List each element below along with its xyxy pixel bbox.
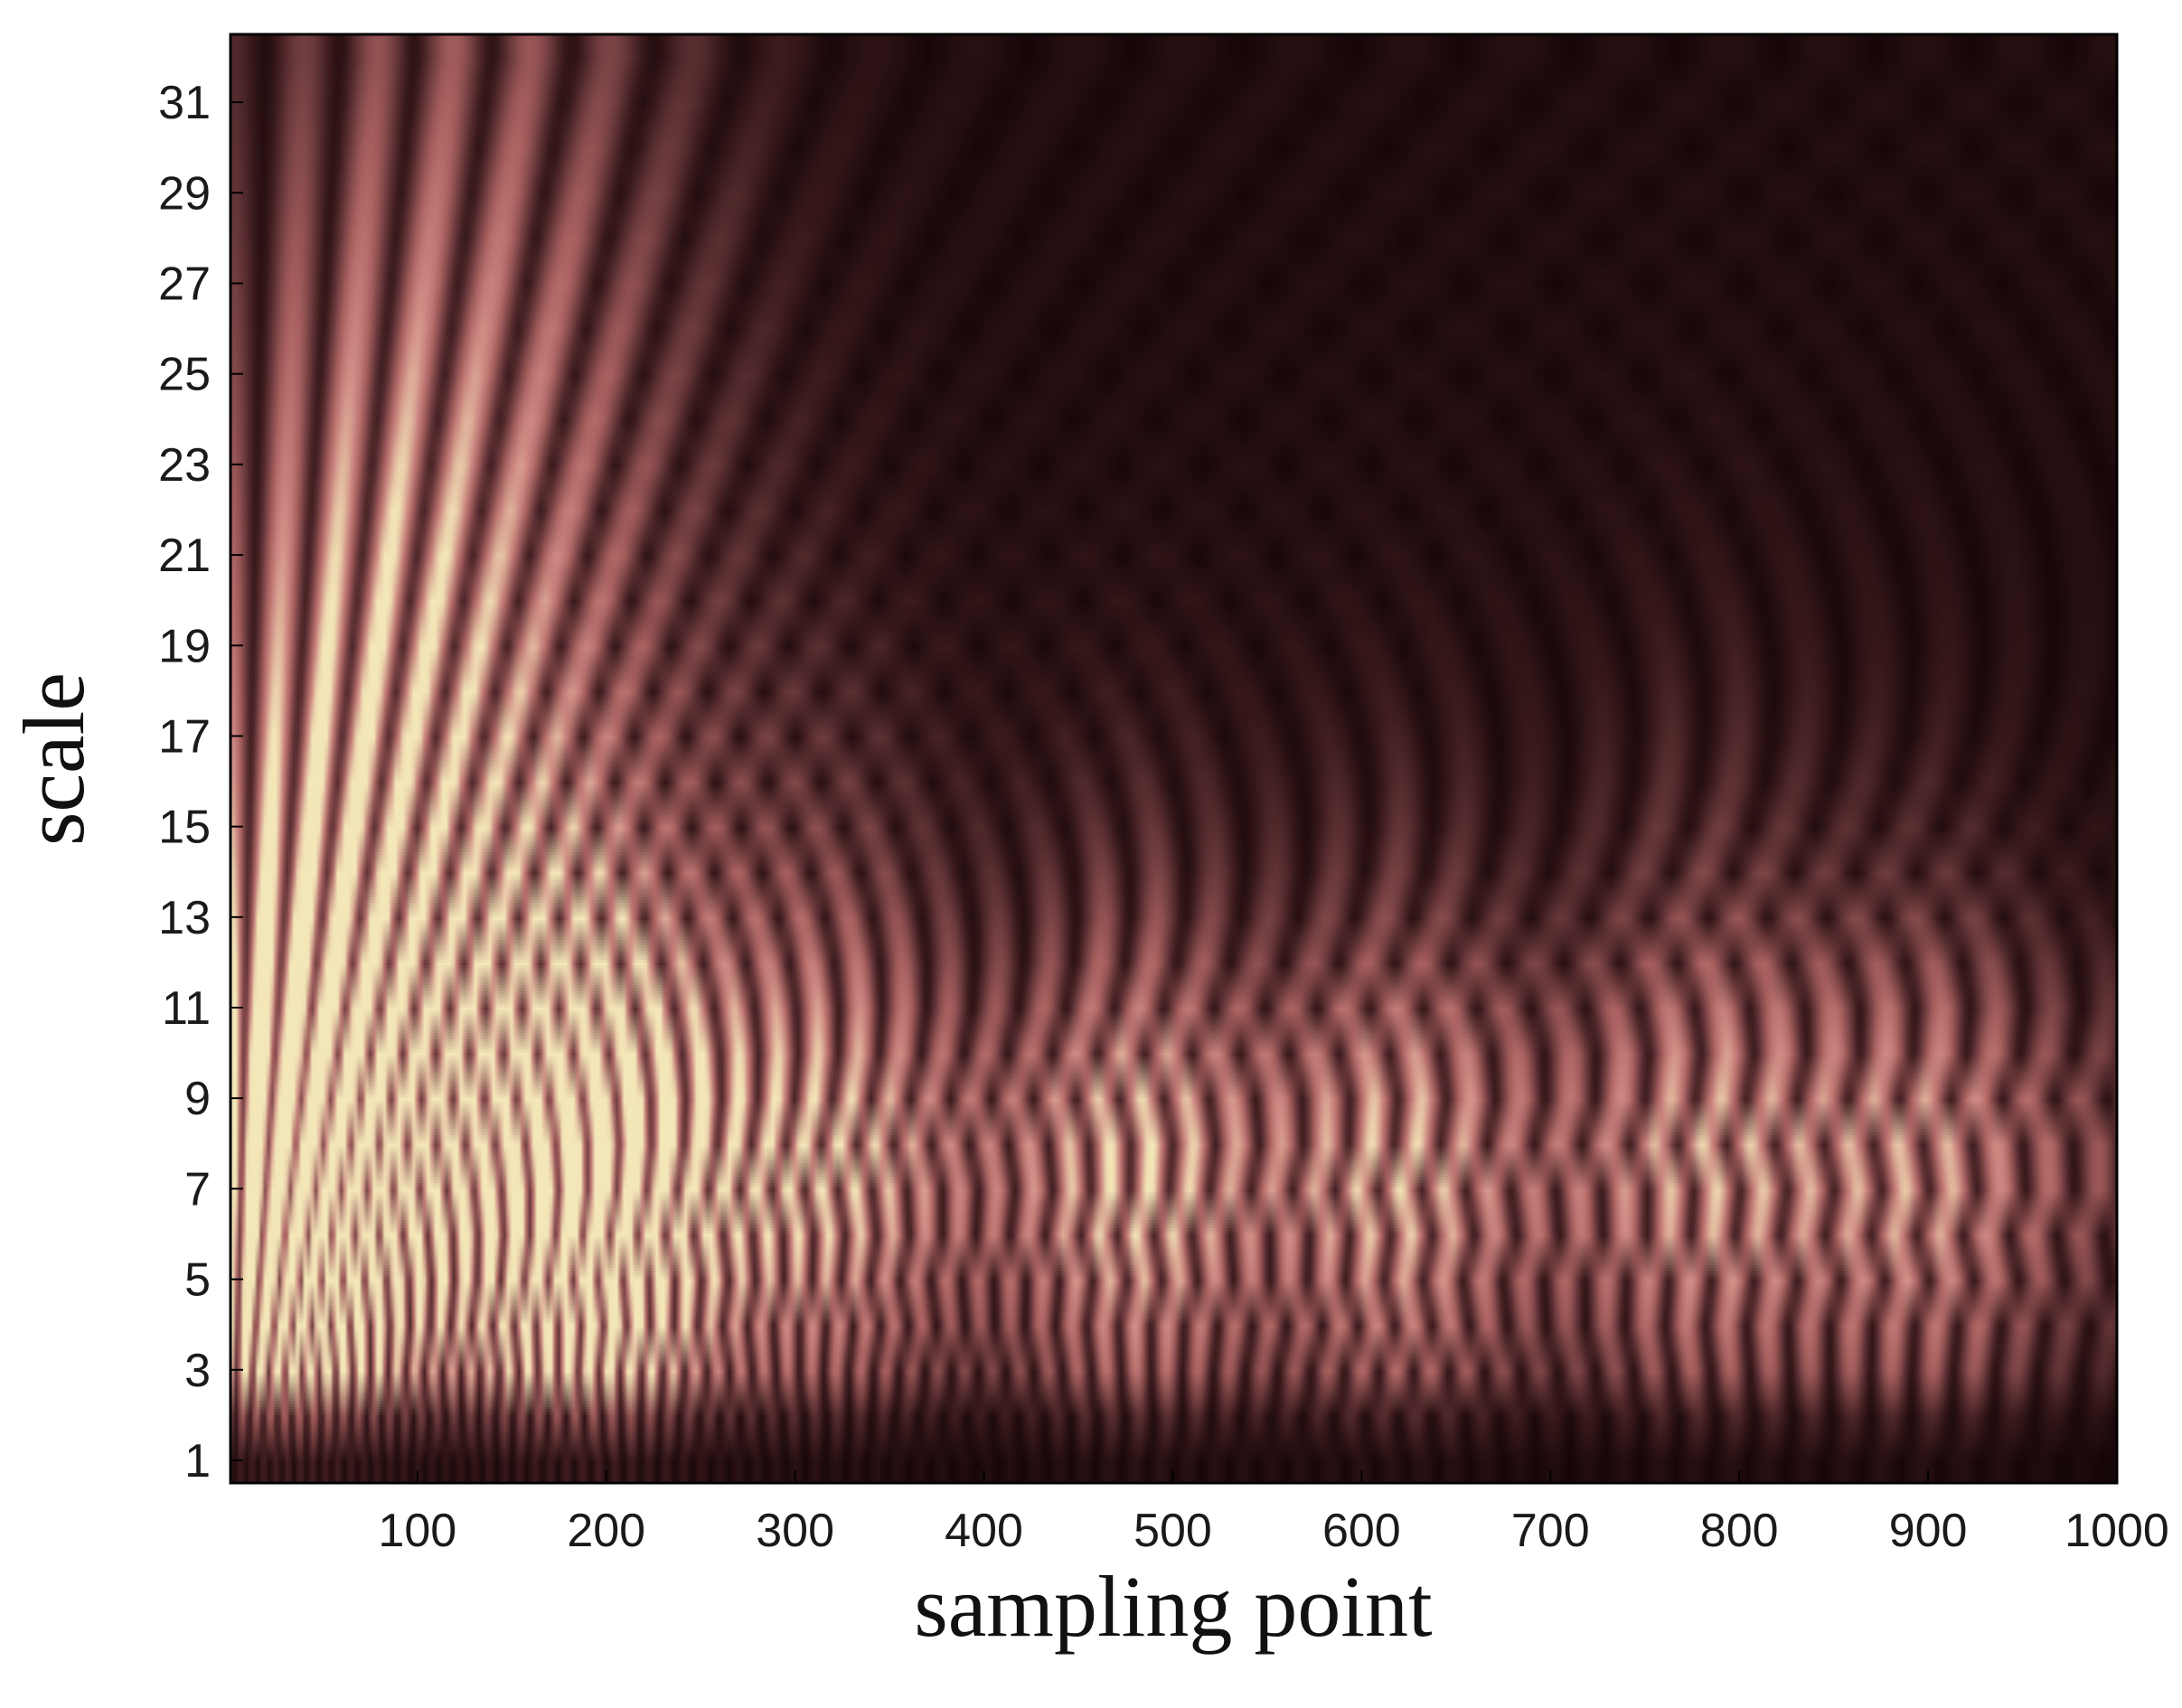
y-tick-label: 1	[184, 1435, 211, 1487]
y-tick-label: 3	[184, 1345, 211, 1397]
y-tick-label: 25	[158, 349, 211, 401]
y-tick-label: 7	[184, 1163, 211, 1215]
y-tick-label: 19	[158, 620, 211, 672]
x-axis: 100 200 300 400 500 600 700 800 900 1000	[378, 1470, 2169, 1557]
y-tick-label: 23	[158, 439, 211, 492]
x-tick-label: 900	[1889, 1505, 1968, 1557]
y-tick-label: 5	[184, 1254, 211, 1307]
x-tick-label: 700	[1511, 1505, 1590, 1557]
y-tick-label: 29	[158, 167, 211, 220]
y-axis-title: scale	[5, 672, 102, 846]
y-tick-label: 17	[158, 710, 211, 763]
y-tick-label: 31	[158, 77, 211, 129]
x-tick-label: 800	[1700, 1505, 1779, 1557]
y-tick-label: 21	[158, 530, 211, 582]
x-tick-label: 200	[567, 1505, 645, 1557]
x-tick-label: 600	[1322, 1505, 1401, 1557]
x-axis-title: sampling point	[914, 1558, 1433, 1655]
x-tick-label: 400	[945, 1505, 1023, 1557]
y-tick-label: 9	[184, 1073, 211, 1125]
x-tick-label: 1000	[2064, 1505, 2169, 1557]
y-tick-label: 15	[158, 802, 211, 854]
plot-frame	[229, 33, 2119, 1485]
y-tick-label: 27	[158, 258, 211, 311]
heatmap-cells	[230, 34, 2117, 1483]
x-tick-label: 300	[756, 1505, 834, 1557]
y-tick-label: 13	[158, 892, 211, 944]
heatmap-image	[230, 34, 2117, 1483]
x-tick-label: 500	[1133, 1505, 1212, 1557]
y-tick-label: 11	[162, 982, 211, 1035]
x-tick-label: 100	[378, 1505, 456, 1557]
